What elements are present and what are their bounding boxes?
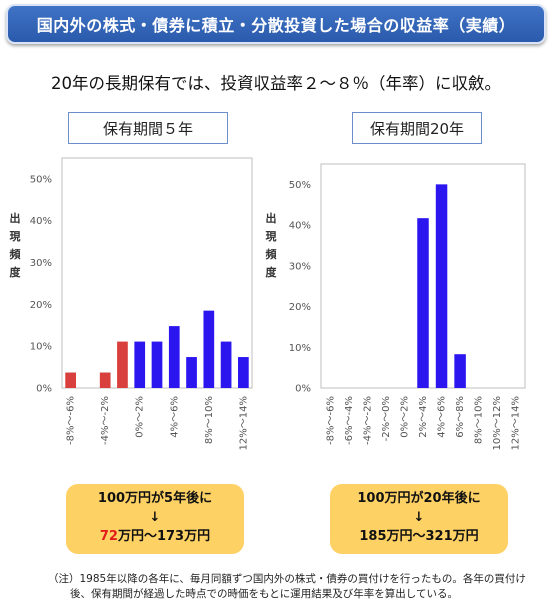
y-tick-label: 10% <box>289 343 311 354</box>
y-tick-label: 0% <box>295 384 311 395</box>
y-tick-label: 20% <box>30 300 52 311</box>
x-tick-label: 12%～14% <box>238 396 249 450</box>
page-title: 国内外の株式・債券に積立・分散投資した場合の収益率（実績） <box>36 16 516 35</box>
y-tick-label: 30% <box>30 258 52 269</box>
result-5yr-min: 72 <box>99 529 118 544</box>
subtitle: 20年の長期保有では、投資収益率２～８％（年率）に収斂。 <box>51 74 501 93</box>
footnote-line2: 後、保有期間が経過した時点での時価をもとに運用結果及び年率を算出している。 <box>70 588 458 600</box>
footnote-line1: （注）1985年以降の各年に、毎月同額ずつ国内外の株式・債券の買付けを行ったもの… <box>48 573 526 585</box>
bar <box>65 372 76 388</box>
y-tick-label: 40% <box>30 216 52 227</box>
bar <box>99 372 111 388</box>
y-axis-label-20yr: 出現頻度 <box>265 212 277 279</box>
y-tick-label: 20% <box>289 302 311 313</box>
bar <box>454 354 466 388</box>
page-title-banner: 国内外の株式・債券に積立・分散投資した場合の収益率（実績） <box>6 4 546 44</box>
x-tick-label: -6%～-4% <box>344 396 355 445</box>
y-tick-label: 50% <box>289 180 311 191</box>
y-tick-label: 0% <box>36 384 52 395</box>
x-tick-label: 10%～12% <box>492 396 503 450</box>
x-tick-label: 8%～10% <box>474 396 485 444</box>
x-tick-label: 4%～6% <box>169 396 180 438</box>
x-tick-label: 12%～14% <box>511 396 522 450</box>
down-arrow-icon: ↓ <box>413 510 425 525</box>
histogram-20yr: 0% 10% 20% 30% 40% 50% -8%～-6% -6%～-4% -4%～-2% -2… <box>289 163 526 450</box>
y-tick-label: 40% <box>289 221 311 232</box>
x-tick-label: 0%～2% <box>135 396 146 438</box>
bar <box>186 357 197 388</box>
footnote: （注）1985年以降の各年に、毎月同額ずつ国内外の株式・債券の買付けを行ったもの… <box>48 572 548 602</box>
x-tick-label: 0%～2% <box>399 396 410 438</box>
bar <box>220 341 232 388</box>
bar <box>134 341 146 388</box>
result-box-5yr: 100万円が5年後に ↓ 72万円～173万円 <box>66 484 244 554</box>
x-tick-label: -4%～-2% <box>100 396 111 445</box>
x-tick-label: -4%～-2% <box>362 396 373 445</box>
result-5yr-rest: 万円～173万円 <box>117 529 211 544</box>
result-5yr-range: 72万円～173万円 <box>66 527 244 546</box>
result-20yr-range: 185万円～321万円 <box>359 529 479 544</box>
bar <box>117 341 128 388</box>
x-tick-label: -8%～-6% <box>66 396 77 445</box>
histogram-5yr: 0% 10% 20% 30% 40% 50% -8%～-6% -4%～-2% 0%～2% 4%～6… <box>30 157 253 450</box>
chart-title-20yr: 保有期間20年 <box>352 112 482 144</box>
bar <box>203 310 215 388</box>
down-arrow-icon: ↓ <box>149 510 161 525</box>
result-box-20yr: 100万円が20年後に ↓ 185万円～321万円 <box>330 484 508 554</box>
y-axis-label-5yr: 出現頻度 <box>9 212 21 279</box>
x-tick-label: 6%～8% <box>455 396 466 438</box>
bar <box>238 357 249 388</box>
x-tick-label: -2%～0% <box>381 396 392 441</box>
x-tick-label: 2%～4% <box>418 396 429 438</box>
bar <box>435 184 448 388</box>
bar <box>168 326 180 388</box>
result-5yr-line1: 100万円が5年後に <box>97 491 213 506</box>
chart-title-5yr: 保有期間５年 <box>68 112 228 144</box>
bar <box>151 341 163 388</box>
y-tick-label: 50% <box>30 174 52 185</box>
result-20yr-line1: 100万円が20年後に <box>357 491 481 506</box>
bar <box>417 218 429 388</box>
y-tick-label: 10% <box>30 342 52 353</box>
x-tick-label: -8%～-6% <box>325 396 336 445</box>
y-tick-label: 30% <box>289 261 311 272</box>
x-tick-label: 4%～6% <box>437 396 448 438</box>
x-tick-label: 8%～10% <box>204 396 215 444</box>
